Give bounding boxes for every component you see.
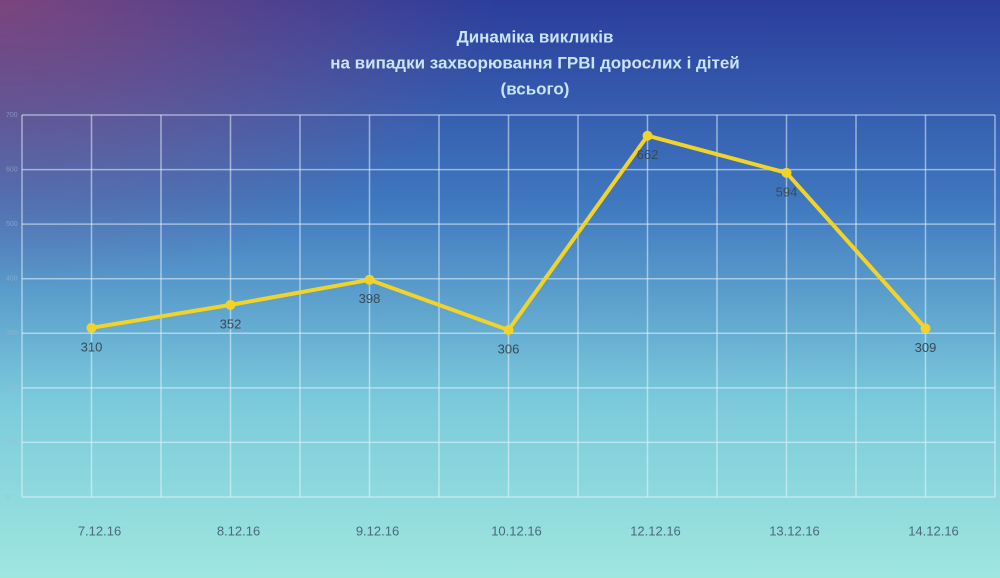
y-tick-label: 200 bbox=[6, 385, 18, 392]
point bbox=[781, 167, 792, 178]
point bbox=[642, 130, 653, 141]
y-tick-label: 700 bbox=[6, 112, 18, 119]
point bbox=[920, 323, 931, 334]
x-tick-label: 10.12.16 bbox=[491, 523, 542, 538]
y-tick-label: 600 bbox=[6, 166, 18, 173]
data-label: 662 bbox=[637, 147, 659, 162]
x-tick-label: 8.12.16 bbox=[217, 523, 260, 538]
data-label: 309 bbox=[915, 340, 937, 355]
y-tick-label: 300 bbox=[6, 330, 18, 337]
chart-title: (всього) bbox=[501, 79, 570, 98]
x-tick-label: 13.12.16 bbox=[769, 523, 820, 538]
y-tick-label: 0 bbox=[6, 494, 10, 501]
x-tick-label: 7.12.16 bbox=[78, 523, 121, 538]
chart-title: Динаміка викликів bbox=[457, 27, 614, 46]
y-tick-label: 400 bbox=[6, 276, 18, 283]
data-label: 398 bbox=[359, 291, 381, 306]
data-label: 310 bbox=[81, 339, 103, 354]
chart-title: на випадки захворювання ГРВІ дорослих і … bbox=[330, 53, 740, 72]
point bbox=[225, 299, 236, 310]
y-tick-label: 500 bbox=[6, 221, 18, 228]
data-label: 352 bbox=[220, 316, 242, 331]
point bbox=[364, 274, 375, 285]
point bbox=[86, 322, 97, 333]
x-tick-label: 12.12.16 bbox=[630, 523, 681, 538]
y-tick-label: 100 bbox=[6, 439, 18, 446]
x-tick-label: 9.12.16 bbox=[356, 523, 399, 538]
point bbox=[503, 325, 514, 336]
data-label: 306 bbox=[498, 341, 520, 356]
data-label: 594 bbox=[776, 184, 798, 199]
x-tick-label: 14.12.16 bbox=[908, 523, 959, 538]
